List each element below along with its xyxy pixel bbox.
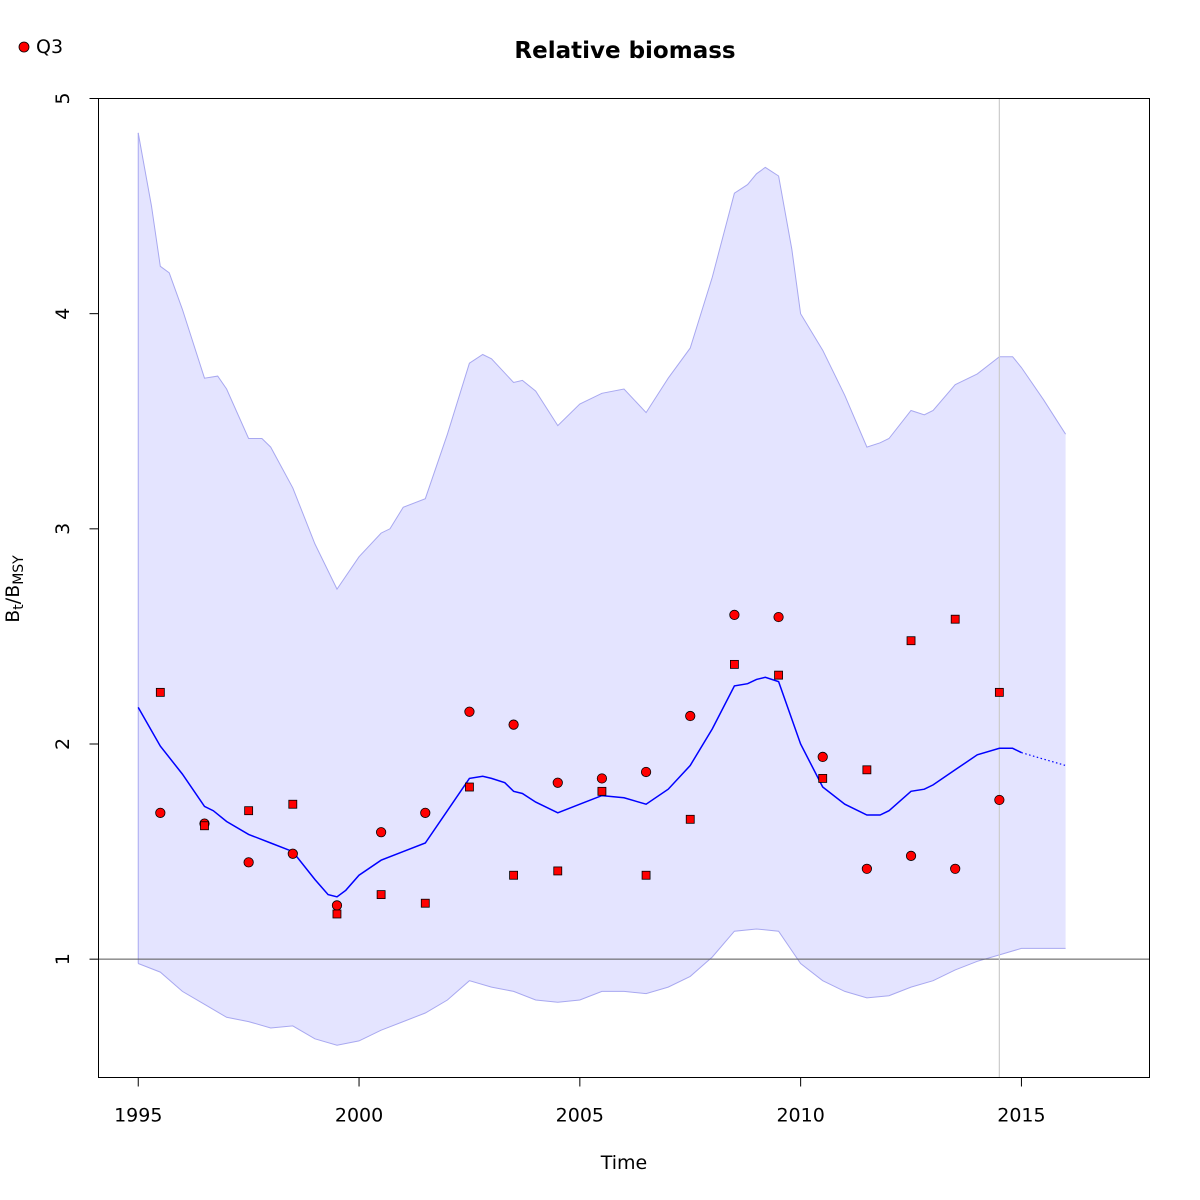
x-axis: 1995 2000 2005 2010 2015 <box>114 1077 1046 1127</box>
chart-title: Relative biomass <box>514 38 735 64</box>
y-axis-label: Bt/BMSY <box>2 555 27 623</box>
confidence-lower-edge <box>138 928 1066 1046</box>
index-point-square <box>332 909 342 919</box>
index-point-circle <box>994 794 1005 806</box>
index-point-circle <box>420 807 431 818</box>
x-axis-label: Time <box>600 1152 648 1174</box>
legend: Q3 <box>18 36 63 58</box>
y-axis-label-sub2: MSY <box>11 555 27 585</box>
confidence-upper-edge <box>137 132 1067 591</box>
index-point-circle <box>155 807 166 818</box>
y-axis-label-sep: /B <box>2 585 24 604</box>
legend-marker-circle <box>18 41 30 53</box>
index-point-square <box>155 687 165 697</box>
x-tick-label: 2005 <box>556 1105 604 1127</box>
index-point-circle <box>552 777 563 788</box>
index-point-square <box>376 890 386 900</box>
index-point-circle <box>773 611 784 623</box>
y-axis-label-main: B <box>2 610 24 623</box>
y-tick-label: 2 <box>52 738 74 750</box>
y-tick-label: 1 <box>52 953 74 965</box>
index-point-circle <box>640 766 652 778</box>
index-point-square <box>465 782 474 792</box>
index-point-square <box>509 870 519 880</box>
legend-label: Q3 <box>36 36 63 58</box>
y-axis: 1 2 3 4 5 <box>52 92 99 965</box>
index-point-square <box>597 786 607 796</box>
index-point-square <box>906 636 916 646</box>
index-point-circle <box>508 719 519 730</box>
index-point-circle <box>861 863 872 874</box>
y-tick-label: 4 <box>52 308 74 320</box>
confidence-band <box>138 132 1066 1046</box>
index-point-square <box>685 814 695 824</box>
plot-layer <box>98 98 1150 1078</box>
y-tick-label: 3 <box>52 523 74 535</box>
index-point-circle <box>287 848 298 859</box>
index-point-circle <box>905 850 917 861</box>
index-point-square <box>818 774 828 783</box>
x-tick-label: 2000 <box>335 1105 383 1127</box>
index-point-circle <box>464 706 475 717</box>
y-tick-label: 5 <box>52 92 74 104</box>
index-point-circle <box>950 863 961 874</box>
index-point-square <box>200 821 209 831</box>
index-point-circle <box>243 857 254 868</box>
x-tick-label: 2015 <box>997 1105 1045 1127</box>
index-point-circle <box>376 827 387 838</box>
x-tick-label: 2010 <box>776 1105 824 1127</box>
index-point-square <box>244 806 254 816</box>
index-point-circle <box>685 710 696 722</box>
index-point-square <box>553 866 563 876</box>
index-point-circle <box>817 751 828 763</box>
index-point-square <box>288 799 298 809</box>
index-point-square <box>729 659 739 669</box>
index-point-square <box>774 670 783 680</box>
estimate-line <box>137 676 1022 898</box>
index-point-square <box>994 687 1004 697</box>
index-point-circle <box>596 773 608 784</box>
index-point-square <box>862 765 872 775</box>
index-point-square <box>950 614 960 624</box>
x-tick-label: 1995 <box>114 1105 162 1127</box>
index-point-circle <box>331 900 343 911</box>
y-axis-label-sub1: t <box>11 604 27 610</box>
index-point-square <box>420 898 430 908</box>
index-point-circle <box>729 609 740 620</box>
index-point-square <box>641 870 651 880</box>
